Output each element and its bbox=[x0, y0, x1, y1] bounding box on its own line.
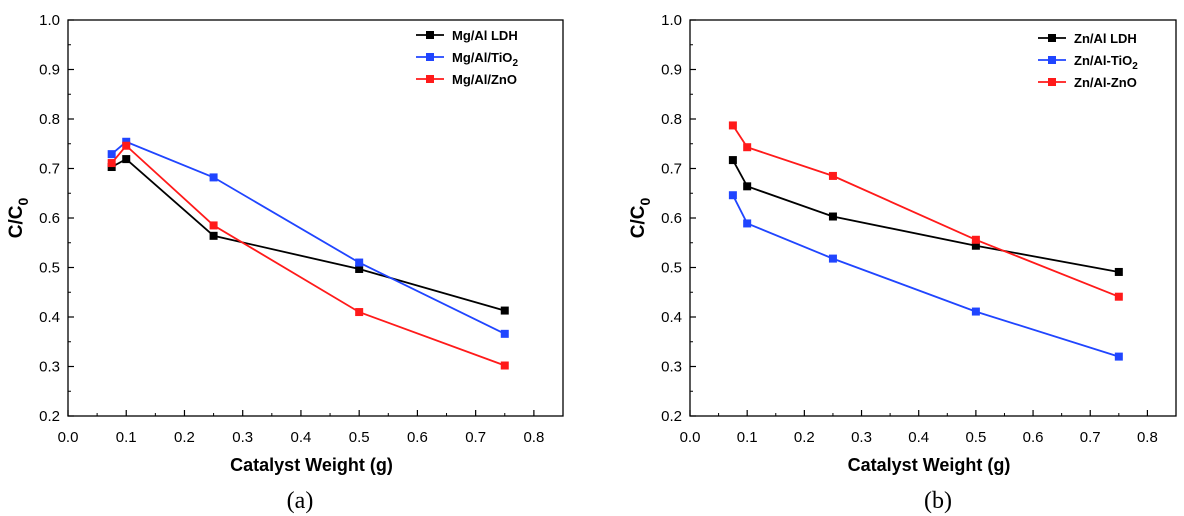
x-tick-label: 0.8 bbox=[1137, 429, 1158, 446]
x-tick-label: 0.6 bbox=[1023, 429, 1044, 446]
x-tick-label: 0.0 bbox=[680, 429, 701, 446]
data-point bbox=[209, 231, 218, 240]
x-tick-label: 0.7 bbox=[1080, 429, 1101, 446]
x-tick-label: 0.3 bbox=[851, 429, 872, 446]
y-tick-label: 0.2 bbox=[39, 408, 60, 425]
y-tick-label: 0.2 bbox=[661, 408, 682, 425]
data-point bbox=[828, 171, 837, 180]
data-point bbox=[107, 159, 116, 168]
panel-caption: (b) bbox=[924, 488, 952, 514]
data-point bbox=[500, 306, 509, 315]
legend-label: Zn/Al LDH bbox=[1074, 31, 1137, 46]
series-line bbox=[732, 194, 1120, 358]
x-tick-label: 0.8 bbox=[523, 429, 544, 446]
data-point bbox=[122, 141, 131, 150]
data-point bbox=[971, 307, 980, 316]
data-point bbox=[728, 121, 737, 130]
data-point bbox=[500, 329, 509, 338]
x-tick-label: 0.7 bbox=[465, 429, 486, 446]
y-tick-label: 1.0 bbox=[661, 12, 682, 29]
y-tick-label: 0.7 bbox=[661, 161, 682, 178]
data-point bbox=[1114, 292, 1123, 301]
y-tick-label: 0.7 bbox=[39, 161, 60, 178]
x-tick-label: 0.0 bbox=[58, 429, 79, 446]
series-line bbox=[111, 140, 506, 335]
legend-marker bbox=[426, 31, 434, 39]
data-point bbox=[500, 361, 509, 370]
chart-panel-b: 0.0 0.1 0.2 0.3 0.4 0.5 0.6 0.7 0.8 0.2 0.3 0.4 0.5 0… bbox=[628, 12, 1177, 514]
data-point bbox=[743, 219, 752, 228]
y-tick-label: 0.3 bbox=[39, 359, 60, 376]
data-point bbox=[828, 254, 837, 263]
x-tick-label: 0.5 bbox=[965, 429, 986, 446]
y-tick-label: 0.5 bbox=[39, 260, 60, 277]
y-tick-label: 0.4 bbox=[661, 309, 682, 326]
y-tick-label: 0.4 bbox=[39, 309, 60, 326]
y-axis-label: C/C0 bbox=[628, 198, 653, 239]
legend-label: Zn/Al-TiO2 bbox=[1074, 53, 1138, 72]
data-point bbox=[107, 150, 116, 159]
panel-caption: (a) bbox=[287, 488, 314, 514]
x-axis-label: Catalyst Weight (g) bbox=[230, 455, 393, 475]
series-line bbox=[111, 158, 506, 312]
series-line bbox=[732, 159, 1119, 273]
x-tick-label: 0.1 bbox=[737, 429, 758, 446]
series-line bbox=[111, 144, 506, 367]
x-tick-label: 0.4 bbox=[908, 429, 929, 446]
data-point bbox=[1114, 267, 1123, 276]
data-point bbox=[209, 221, 218, 230]
legend-marker bbox=[426, 53, 434, 61]
y-tick-label: 0.6 bbox=[661, 210, 682, 227]
data-point bbox=[971, 235, 980, 244]
data-point bbox=[743, 182, 752, 191]
chart-panel-a: 0.0 0.1 0.2 0.3 0.4 0.5 0.6 0.7 0.8 0.2 0.3 0.4 0.5 0… bbox=[6, 12, 564, 514]
legend-marker bbox=[1048, 78, 1056, 86]
data-point bbox=[728, 156, 737, 165]
x-axis-label: Catalyst Weight (g) bbox=[848, 455, 1011, 475]
x-tick-label: 0.5 bbox=[349, 429, 370, 446]
y-tick-label: 1.0 bbox=[39, 12, 60, 29]
data-point bbox=[743, 143, 752, 152]
series-line bbox=[732, 124, 1120, 298]
y-tick-label: 0.8 bbox=[661, 111, 682, 128]
legend-label: Mg/Al/ZnO bbox=[452, 72, 517, 87]
y-tick-label: 0.6 bbox=[39, 210, 60, 227]
legend-label: Mg/Al/TiO2 bbox=[452, 50, 518, 69]
y-tick-label: 0.8 bbox=[39, 111, 60, 128]
x-tick-label: 0.1 bbox=[116, 429, 137, 446]
legend-marker bbox=[1048, 34, 1056, 42]
data-point bbox=[209, 173, 218, 182]
y-tick-label: 0.3 bbox=[661, 359, 682, 376]
x-tick-label: 0.3 bbox=[232, 429, 253, 446]
y-axis-label: C/C0 bbox=[6, 198, 31, 239]
y-tick-label: 0.5 bbox=[661, 260, 682, 277]
legend-label: Zn/Al-ZnO bbox=[1074, 75, 1137, 90]
x-tick-label: 0.2 bbox=[174, 429, 195, 446]
data-point bbox=[122, 155, 131, 164]
x-tick-label: 0.2 bbox=[794, 429, 815, 446]
x-tick-label: 0.4 bbox=[291, 429, 312, 446]
legend-label: Mg/Al LDH bbox=[452, 28, 518, 43]
legend-marker bbox=[426, 75, 434, 83]
data-point bbox=[971, 241, 980, 250]
y-tick-label: 0.9 bbox=[39, 62, 60, 79]
data-point bbox=[1114, 352, 1123, 361]
data-point bbox=[728, 191, 737, 200]
y-tick-label: 0.9 bbox=[661, 62, 682, 79]
data-point bbox=[828, 212, 837, 221]
data-point bbox=[355, 308, 364, 317]
data-point bbox=[355, 258, 364, 267]
x-tick-label: 0.6 bbox=[407, 429, 428, 446]
data-point bbox=[355, 264, 364, 273]
legend-marker bbox=[1048, 56, 1056, 64]
